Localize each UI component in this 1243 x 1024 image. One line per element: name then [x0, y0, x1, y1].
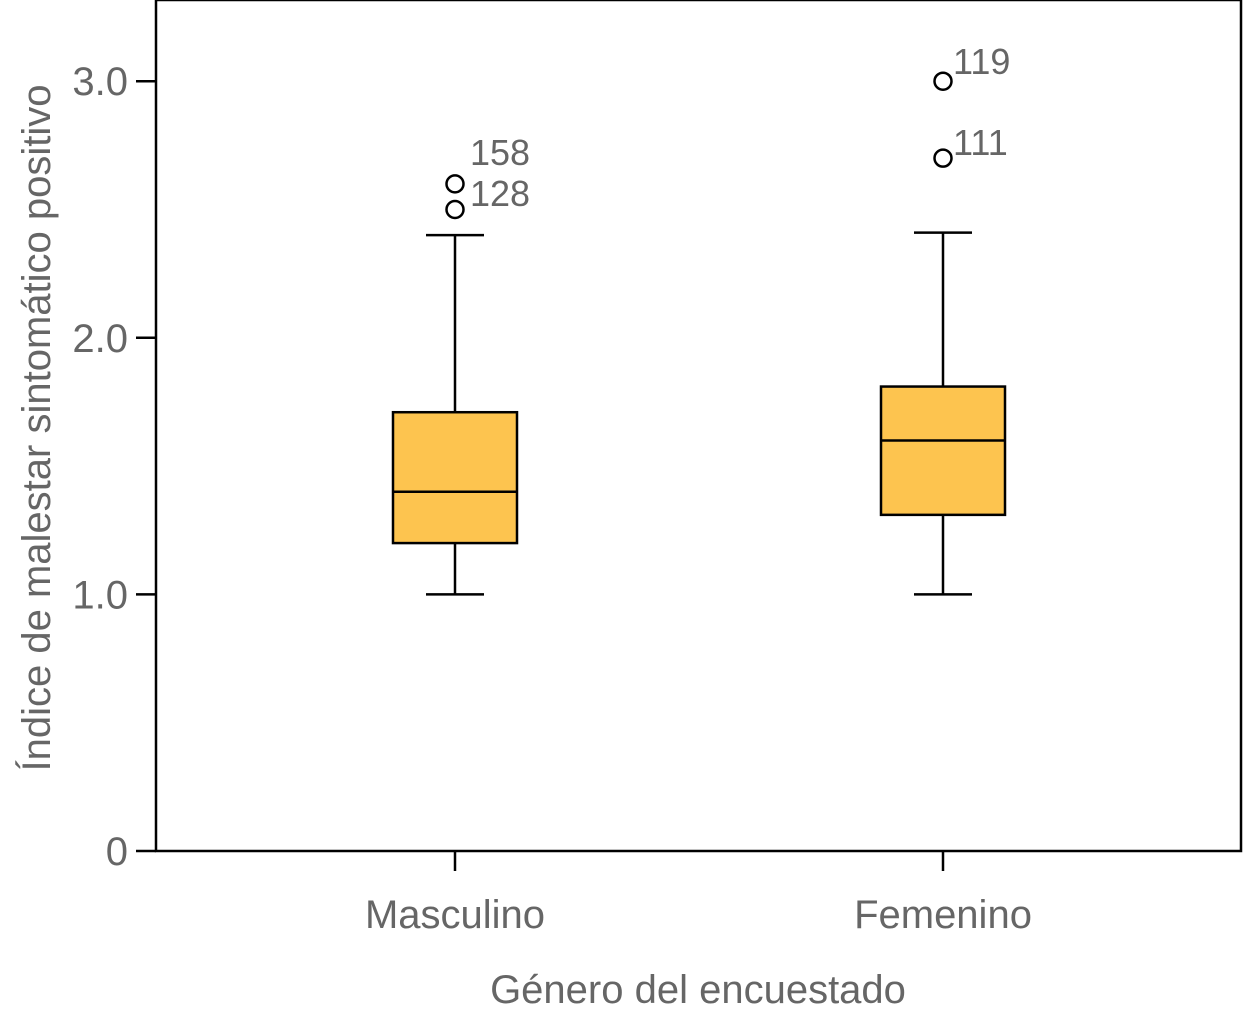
x-tick-label: Masculino	[365, 893, 545, 937]
y-axis: 0 1.0 2.0 3.0	[72, 60, 156, 874]
y-tick-label: 1.0	[72, 573, 128, 617]
plot-frame	[154, 0, 1243, 853]
y-axis-title: Índice de malestar sintomático positivo	[14, 85, 59, 772]
x-axis-title: Género del encuestado	[490, 968, 906, 1012]
outlier-point	[445, 174, 465, 194]
outlier-point	[445, 199, 465, 220]
y-tick-label: 0	[106, 830, 128, 874]
x-axis: Masculino Femenino	[365, 851, 1032, 937]
box-femenino: 119 111	[879, 41, 1010, 596]
outlier-label: 111	[953, 122, 1008, 163]
x-tick-label: Femenino	[854, 893, 1032, 937]
y-tick-label: 2.0	[72, 317, 128, 361]
outlier-label: 158	[470, 132, 530, 173]
outlier-point	[933, 71, 953, 91]
y-tick-label: 3.0	[72, 60, 128, 104]
outlier-label: 128	[470, 173, 530, 214]
outlier-point	[933, 148, 953, 168]
outlier-label: 119	[953, 41, 1010, 82]
box-iqr	[391, 410, 519, 545]
box-iqr	[879, 385, 1007, 517]
